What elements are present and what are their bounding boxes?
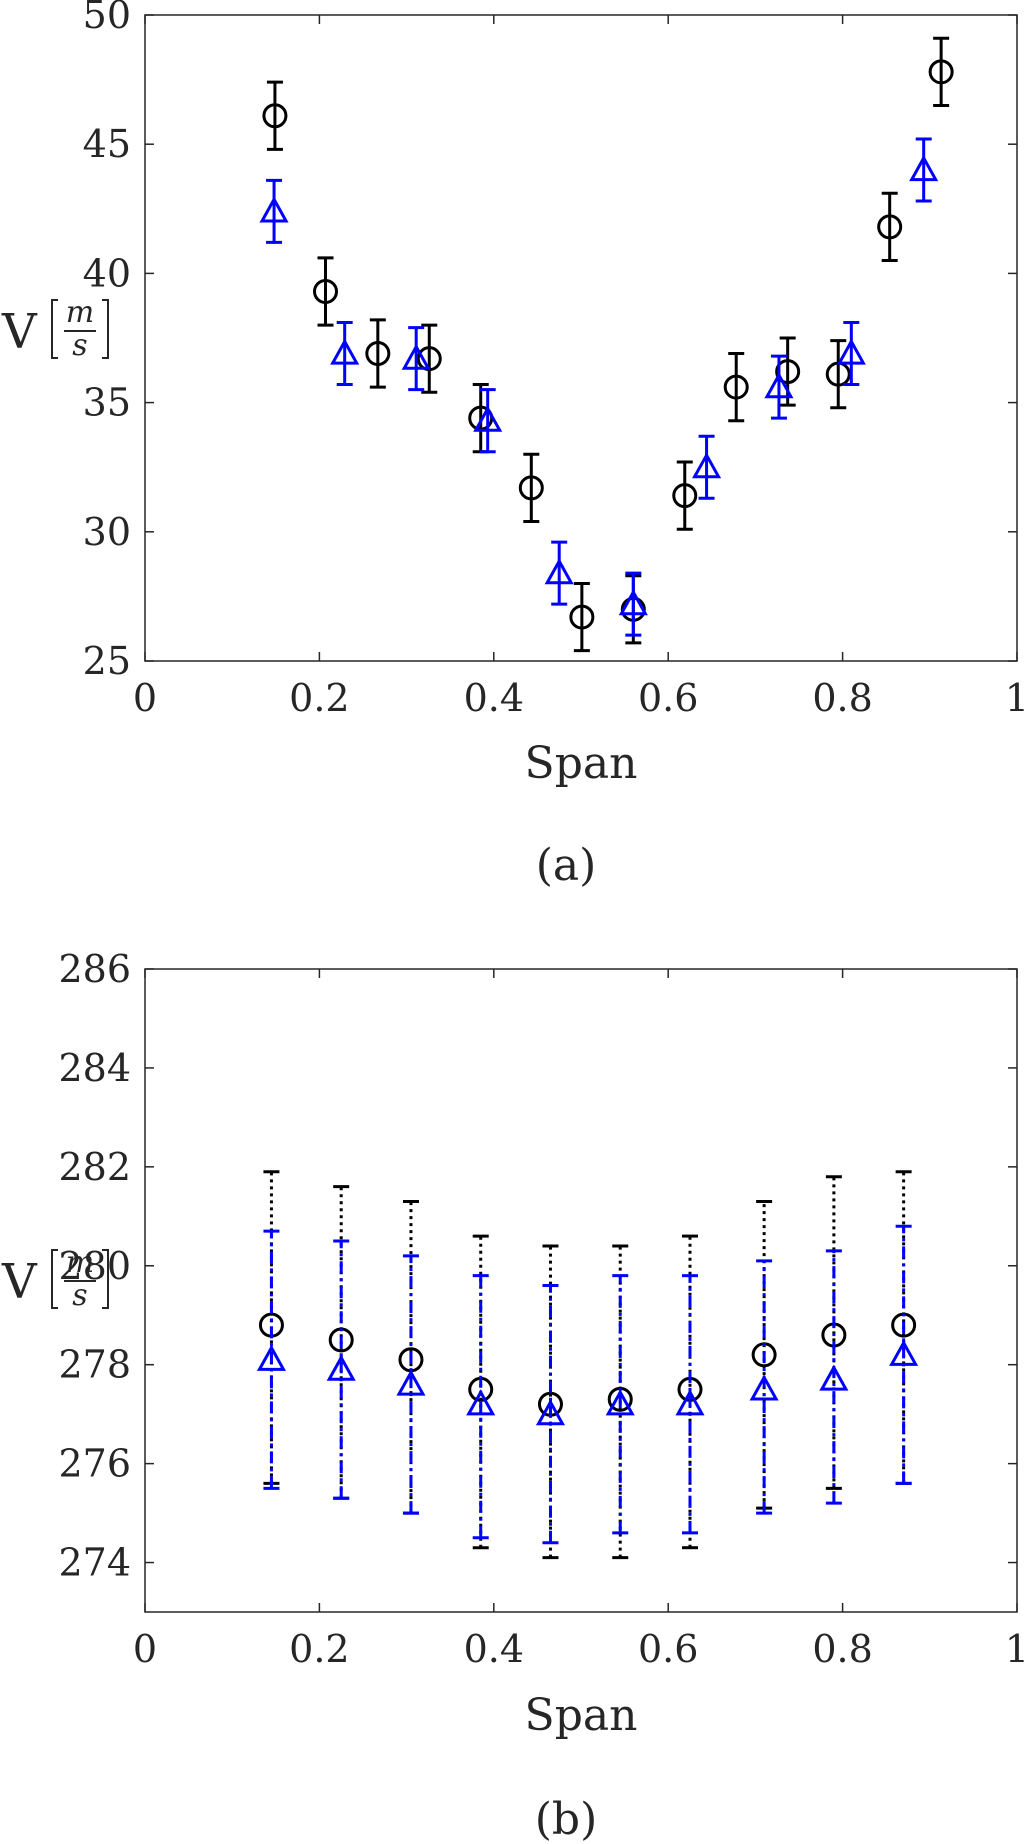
panel-a-ytick-label-0: 25 xyxy=(83,639,131,683)
panel-b-ylabel-unit-num: m xyxy=(66,1245,94,1280)
panel-a-series1-point-9 xyxy=(909,154,939,182)
panel-a-series1-point-0 xyxy=(259,196,289,223)
panel-a-ylabel-right-bracket xyxy=(102,299,109,359)
panel-b-xtick-label-5: 1 xyxy=(1005,1627,1025,1671)
panel-a-axes-box xyxy=(144,14,1018,662)
panel-b-ylabel: V m s xyxy=(1,1245,109,1313)
panel-b-ytick-label-5: 284 xyxy=(58,1046,131,1090)
panel-b-xtick-label-4: 0.8 xyxy=(812,1627,872,1671)
panel-b-axes-box xyxy=(144,968,1018,1613)
panel-a-ytick-label-4: 45 xyxy=(83,122,131,166)
panel-b-series1-point-7 xyxy=(749,1374,779,1401)
panel-b-ylabel-left-bracket xyxy=(51,1249,58,1309)
panel-a-series0-point-8 xyxy=(672,483,698,509)
panel-a-series1-point-6 xyxy=(692,452,722,479)
panel-a-ylabel-unit-num: m xyxy=(66,295,94,330)
panel-a-ylabel-text: V xyxy=(1,304,38,360)
panel-a-series0-point-2 xyxy=(365,341,391,367)
panel-b-ylabel-unit-den: s xyxy=(72,1278,87,1313)
panel-b-series1-point-5 xyxy=(605,1389,635,1416)
panel-a-xlabel: Span xyxy=(525,738,638,789)
panel-b-ylabel-text: V xyxy=(1,1254,38,1310)
panel-b-series1-point-2 xyxy=(396,1369,426,1396)
panel-a-series0-point-0 xyxy=(262,103,288,129)
panel-b-xlabel: Span xyxy=(525,1690,638,1741)
panel-a-ylabel-left-bracket xyxy=(51,299,58,359)
panel-a-series0-point-9 xyxy=(723,374,749,400)
panel-b-series1-point-8 xyxy=(819,1364,849,1391)
panel-a-series1-point-2 xyxy=(401,343,431,370)
panel-a-series0-point-12 xyxy=(877,214,903,240)
panel-b-series1-point-9 xyxy=(889,1339,919,1366)
panel-a-series0-point-6 xyxy=(569,604,595,630)
panel-a-xtick-label-1: 0.2 xyxy=(289,676,349,720)
panel-a-series1-point-7 xyxy=(764,372,794,399)
panel-b-ytick-label-4: 282 xyxy=(58,1145,131,1189)
panel-b-xtick-label-1: 0.2 xyxy=(289,1627,349,1671)
panel-a-caption: (a) xyxy=(536,840,597,891)
panel-a-series1-point-1 xyxy=(330,338,360,365)
panel-a-series0-point-1 xyxy=(313,278,339,304)
panel-b-series1-point-3 xyxy=(466,1389,496,1416)
panel-b-ylabel-right-bracket xyxy=(102,1249,109,1309)
panel-b-ytick-label-6: 286 xyxy=(58,947,131,991)
panel-b-xtick-label-3: 0.6 xyxy=(638,1627,698,1671)
panel-b-xtick-label-0: 0 xyxy=(133,1627,157,1671)
panel-a-xtick-label-5: 1 xyxy=(1005,676,1025,720)
panel-a-ytick-label-1: 30 xyxy=(83,510,131,554)
panel-a-series1-point-5 xyxy=(618,589,648,616)
panel-a-ytick-label-2: 35 xyxy=(83,381,131,425)
panel-b-series1-point-4 xyxy=(535,1399,566,1426)
panel-a-series1-point-8 xyxy=(836,338,866,365)
panel-b-series1-point-0 xyxy=(256,1344,286,1371)
panel-b-caption: (b) xyxy=(535,1794,598,1844)
panel-a-xtick-label-3: 0.6 xyxy=(638,676,698,720)
panel-a-ytick-label-5: 50 xyxy=(83,0,131,37)
panel-a-xtick-label-2: 0.4 xyxy=(464,676,524,720)
panel-a-series1-point-3 xyxy=(473,405,503,432)
panel-a-ticks: 0 0.2 0.4 0.6 0.8 1 25 30 35 40 45 50 xyxy=(83,0,1025,720)
panel-a-series0-point-13 xyxy=(928,59,954,85)
panel-a-series0-point-5 xyxy=(518,475,544,501)
panel-a-ylabel: V m s xyxy=(1,295,109,363)
panel-a-ytick-label-3: 40 xyxy=(83,251,131,295)
panel-a-ylabel-unit-den: s xyxy=(72,328,87,363)
panel-b-series1-point-1 xyxy=(326,1354,356,1381)
panel-b-marks xyxy=(256,1170,919,1560)
panel-b-ytick-label-1: 276 xyxy=(58,1442,131,1486)
panel-b-xtick-label-2: 0.4 xyxy=(464,1627,524,1671)
panel-b-ytick-label-0: 274 xyxy=(58,1541,131,1585)
panel-b-ytick-label-2: 278 xyxy=(58,1343,131,1387)
panel-a-marks xyxy=(259,36,954,653)
panel-a-series0-point-10 xyxy=(775,359,801,385)
panel-a-xtick-label-0: 0 xyxy=(133,676,157,720)
panel-a: 0 0.2 0.4 0.6 0.8 1 25 30 35 40 45 50 Span V m s (a… xyxy=(1,0,1025,891)
panel-a-series1-point-4 xyxy=(544,558,574,585)
panel-b-series1-point-6 xyxy=(675,1389,705,1416)
panel-a-xtick-label-4: 0.8 xyxy=(812,676,872,720)
